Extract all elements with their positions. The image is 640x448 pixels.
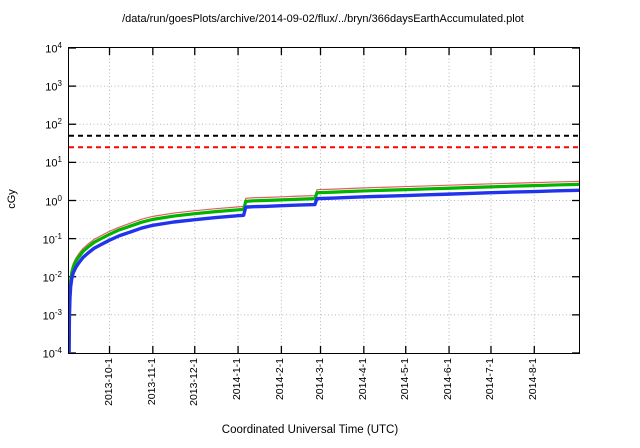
- accumulated-dose-red-curve: [69, 180, 579, 353]
- y-tick-label: 10-2: [42, 269, 62, 285]
- accumulated-dose-green-curve: [69, 182, 579, 353]
- x-tick-label: 2014-3-1: [313, 358, 326, 401]
- x-tick-label: 2014-1-1: [231, 358, 244, 401]
- y-tick-label: 104: [45, 41, 62, 56]
- x-tick-label: 2014-4-1: [356, 358, 369, 401]
- accumulated-dose-blue-curve: [69, 188, 579, 353]
- y-tick-label: 100: [45, 193, 62, 209]
- y-tick-label: 102: [45, 117, 62, 132]
- y-tick-label: 101: [45, 155, 62, 171]
- y-tick-label: 10-1: [42, 231, 62, 247]
- x-tick-label: 2014-6-1: [442, 358, 455, 401]
- x-tick-label: 2014-5-1: [398, 358, 411, 401]
- x-tick-label: 2014-7-1: [483, 358, 496, 401]
- x-tick-label: 2013-11-1: [145, 358, 158, 406]
- y-tick-label: 10-3: [42, 307, 62, 323]
- x-tick-label: 2014-2-1: [274, 358, 287, 401]
- plot-canvas: [69, 48, 579, 353]
- y-tick-label: 103: [45, 79, 62, 94]
- x-tick-label: 2013-12-1: [187, 358, 200, 406]
- x-tick-label: 2013-10-1: [102, 358, 115, 406]
- x-axis-label: Coordinated Universal Time (UTC): [221, 424, 399, 436]
- plot-area: [68, 47, 580, 354]
- x-tick-label: 2014-8-1: [527, 358, 540, 401]
- chart-title: /data/run/goesPlots/archive/2014-09-02/f…: [122, 13, 524, 25]
- y-tick-label: 10-4: [42, 346, 62, 361]
